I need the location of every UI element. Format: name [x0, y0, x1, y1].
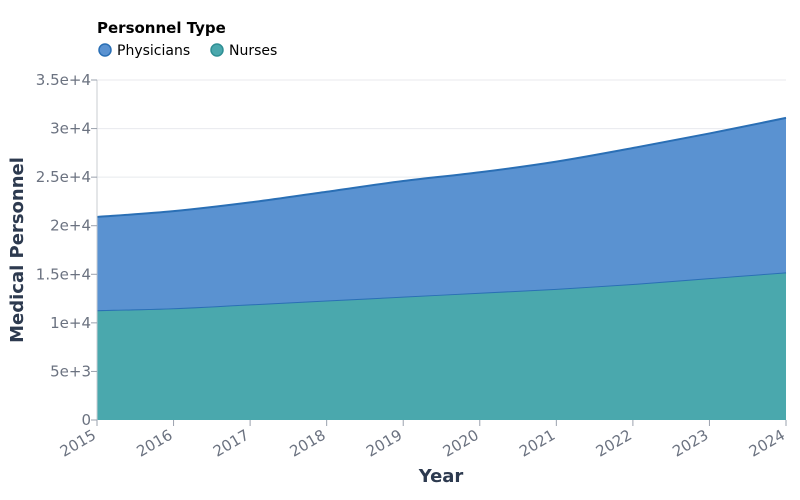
y-tick-label: 5e+3	[50, 362, 91, 380]
y-axis-title: Medical Personnel	[7, 157, 28, 343]
legend: Personnel Type Physicians Nurses	[97, 19, 277, 59]
y-tick-label: 2.5e+4	[36, 168, 91, 186]
x-tick-label: 2024	[746, 426, 788, 461]
y-tick-label: 3.5e+4	[36, 71, 91, 89]
x-tick-label: 2015	[57, 426, 99, 461]
x-tick-label: 2019	[363, 426, 405, 461]
area-physicians[interactable]	[97, 117, 786, 311]
x-tick-label: 2023	[669, 426, 711, 461]
legend-item-physicians[interactable]: Physicians	[98, 43, 190, 59]
y-axis-ticks: 0 5e+3 1e+4 1.5e+4 2e+4 2.5e+4 3e+4 3.5e+4	[36, 71, 97, 429]
legend-label-nurses: Nurses	[229, 43, 277, 59]
line-physicians	[96, 116, 787, 218]
x-tick-label: 2022	[593, 426, 635, 461]
legend-label-physicians: Physicians	[117, 43, 190, 59]
legend-title: Personnel Type	[97, 19, 226, 37]
x-tick-label: 2018	[287, 426, 329, 461]
x-tick-label: 2017	[210, 426, 252, 461]
y-tick-label: 1e+4	[50, 314, 91, 332]
legend-marker-nurses	[210, 43, 224, 57]
legend-item-nurses[interactable]: Nurses	[210, 43, 277, 59]
x-tick-label: 2016	[133, 426, 175, 461]
x-tick-label: 2020	[440, 426, 482, 461]
x-axis-title: Year	[418, 466, 464, 487]
y-tick-label: 1.5e+4	[36, 265, 91, 283]
y-tick-label: 3e+4	[50, 120, 91, 138]
y-tick-label: 2e+4	[50, 217, 91, 235]
x-tick-label: 2021	[516, 426, 558, 461]
legend-marker-physicians	[98, 43, 112, 57]
area-nurses[interactable]	[97, 272, 786, 420]
x-axis-ticks: 2015 2016 2017 2018 2019 2020 2021 2022 2023 2024	[57, 420, 788, 461]
plot-areas	[96, 116, 787, 420]
y-tick-label: 0	[81, 411, 91, 429]
